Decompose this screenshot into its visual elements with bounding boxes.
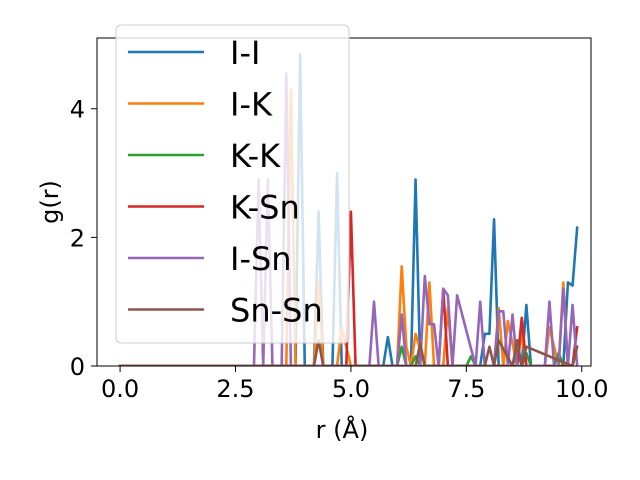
legend: I-I I-K K-K K-Sn I-Sn Sn-Sn bbox=[115, 24, 350, 344]
legend-label: K-K bbox=[230, 137, 281, 175]
x-tick-label: 7.5 bbox=[447, 375, 485, 403]
series-line-sn-sn bbox=[118, 338, 579, 366]
legend-label: I-K bbox=[230, 86, 273, 124]
legend-label: I-Sn bbox=[230, 240, 292, 278]
x-tick-label: 5.0 bbox=[332, 375, 370, 403]
x-axis-label: r (Å) bbox=[316, 415, 369, 444]
y-axis-label: g(r) bbox=[36, 180, 64, 224]
y-tick-label: 2 bbox=[70, 224, 85, 252]
series-line-k-sn bbox=[118, 210, 579, 366]
ticks-layer: 0.0 2.5 5.0 7.5 10.0 0 2 4 bbox=[70, 96, 609, 403]
y-tick-label: 4 bbox=[70, 96, 85, 124]
legend-label: I-I bbox=[230, 34, 260, 72]
legend-label: K-Sn bbox=[230, 189, 300, 227]
x-tick-label: 10.0 bbox=[555, 375, 608, 403]
x-tick-label: 0.0 bbox=[101, 375, 139, 403]
y-tick-label: 0 bbox=[70, 353, 85, 381]
x-tick-label: 2.5 bbox=[216, 375, 254, 403]
legend-label: Sn-Sn bbox=[230, 292, 323, 330]
